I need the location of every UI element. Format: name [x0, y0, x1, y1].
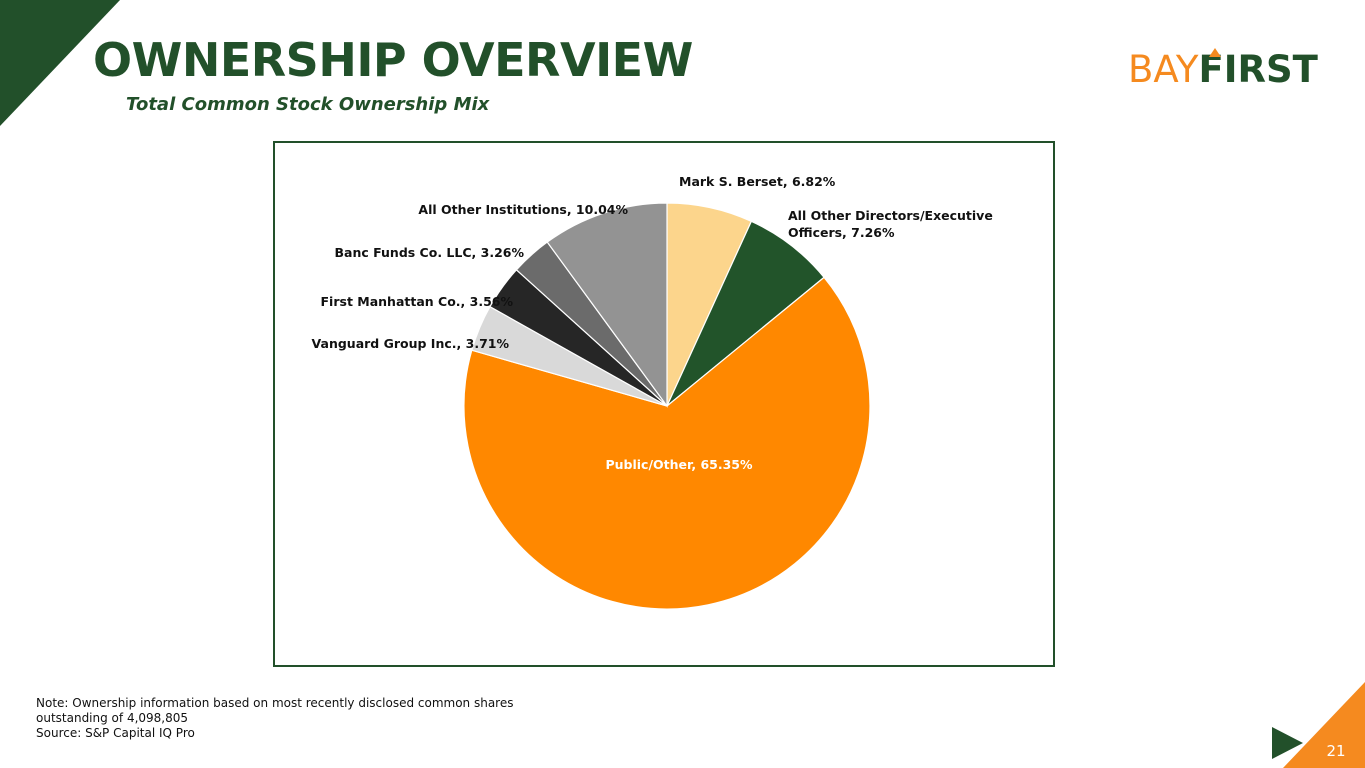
ownership-pie-chart: Mark S. Berset, 6.82% All Other Directors…	[312, 174, 993, 610]
pie-slice-public-other	[463, 276, 871, 610]
pie-slice-all-other-institutions	[546, 202, 668, 408]
bayfirst-logo: BAYFIRST	[1128, 48, 1318, 91]
footnote-line: outstanding of 4,098,805	[36, 711, 189, 725]
page-number: 21	[1326, 742, 1346, 760]
pie-data-label: All Other Directors/Executive Officers, 7…	[788, 208, 993, 240]
page-subtitle: Total Common Stock Ownership Mix	[126, 94, 490, 115]
pie-data-label: All Other Institutions, 10.04%	[418, 202, 628, 217]
pie-data-label: First Manhattan Co., 3.56%	[321, 294, 514, 309]
pie-data-label: Banc Funds Co. LLC, 3.26%	[334, 245, 524, 260]
logo-arrow-icon	[1209, 48, 1221, 57]
pie-data-label: Public/Other, 65.35%	[605, 457, 752, 472]
pie-data-label: Vanguard Group Inc., 3.71%	[312, 336, 510, 351]
pie-data-label: Mark S. Berset, 6.82%	[679, 174, 836, 189]
pie-labels: Mark S. Berset, 6.82% All Other Directors…	[312, 174, 993, 472]
footnote-source: Source: S&P Capital IQ Pro	[36, 726, 195, 740]
chart-frame: Mark S. Berset, 6.82% All Other Directors…	[273, 141, 1055, 667]
page-title: OWNERSHIP OVERVIEW	[93, 33, 693, 87]
corner-decoration	[0, 0, 120, 126]
play-arrow-icon	[1272, 727, 1303, 759]
footnote: Note: Ownership information based on mos…	[36, 696, 556, 741]
footnote-line: Note: Ownership information based on mos…	[36, 696, 514, 710]
pie-slices	[463, 202, 871, 610]
